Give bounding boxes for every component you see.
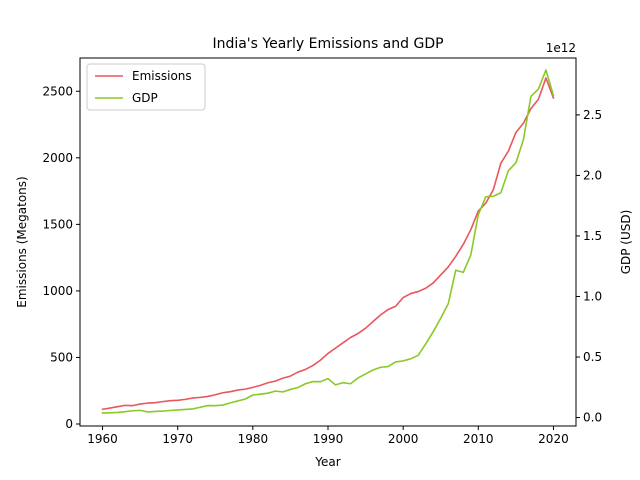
- x-tick-label: 2020: [538, 432, 569, 446]
- legend: Emissions GDP: [86, 63, 206, 111]
- y-right-tick-label: 2.0: [583, 168, 602, 182]
- y-right-tick-label: 0.5: [583, 350, 602, 364]
- series-line-emissions: [101, 77, 555, 411]
- y-right-tick-label: 0.0: [583, 411, 602, 425]
- y-right-tick-label: 1.5: [583, 229, 602, 243]
- axes: 1960 1970 1980 1990 2000 2010 2020 0 500 1000 1500…: [15, 41, 633, 469]
- plot-lines: [101, 69, 555, 414]
- x-axis-label: Year: [314, 455, 340, 469]
- y-right-axis-label: GDP (USD): [619, 210, 633, 275]
- x-tick-label: 2010: [463, 432, 494, 446]
- legend-label-emissions: Emissions: [132, 69, 192, 83]
- legend-label-gdp: GDP: [132, 91, 158, 105]
- y-left-tick-label: 0: [65, 417, 73, 431]
- y-left-tick-label: 500: [50, 350, 73, 364]
- x-tick-label: 1980: [238, 432, 269, 446]
- y-left-tick-label: 2500: [42, 84, 73, 98]
- y-right-tick-label: 2.5: [583, 108, 602, 122]
- y-left-axis-label: Emissions (Megatons): [15, 176, 29, 307]
- y-left-tick-label: 2000: [42, 151, 73, 165]
- y-left-tick-label: 1000: [42, 284, 73, 298]
- y-left-tick-label: 1500: [42, 217, 73, 231]
- y-right-tick-label: 1.0: [583, 289, 602, 303]
- x-tick-label: 1970: [162, 432, 193, 446]
- y-right-offset-label: 1e12: [546, 41, 576, 55]
- x-tick-label: 1990: [313, 432, 344, 446]
- chart-title: India's Yearly Emissions and GDP: [212, 36, 443, 52]
- series-line-gdp: [101, 69, 555, 414]
- x-tick-label: 2000: [388, 432, 419, 446]
- x-tick-label: 1960: [87, 432, 118, 446]
